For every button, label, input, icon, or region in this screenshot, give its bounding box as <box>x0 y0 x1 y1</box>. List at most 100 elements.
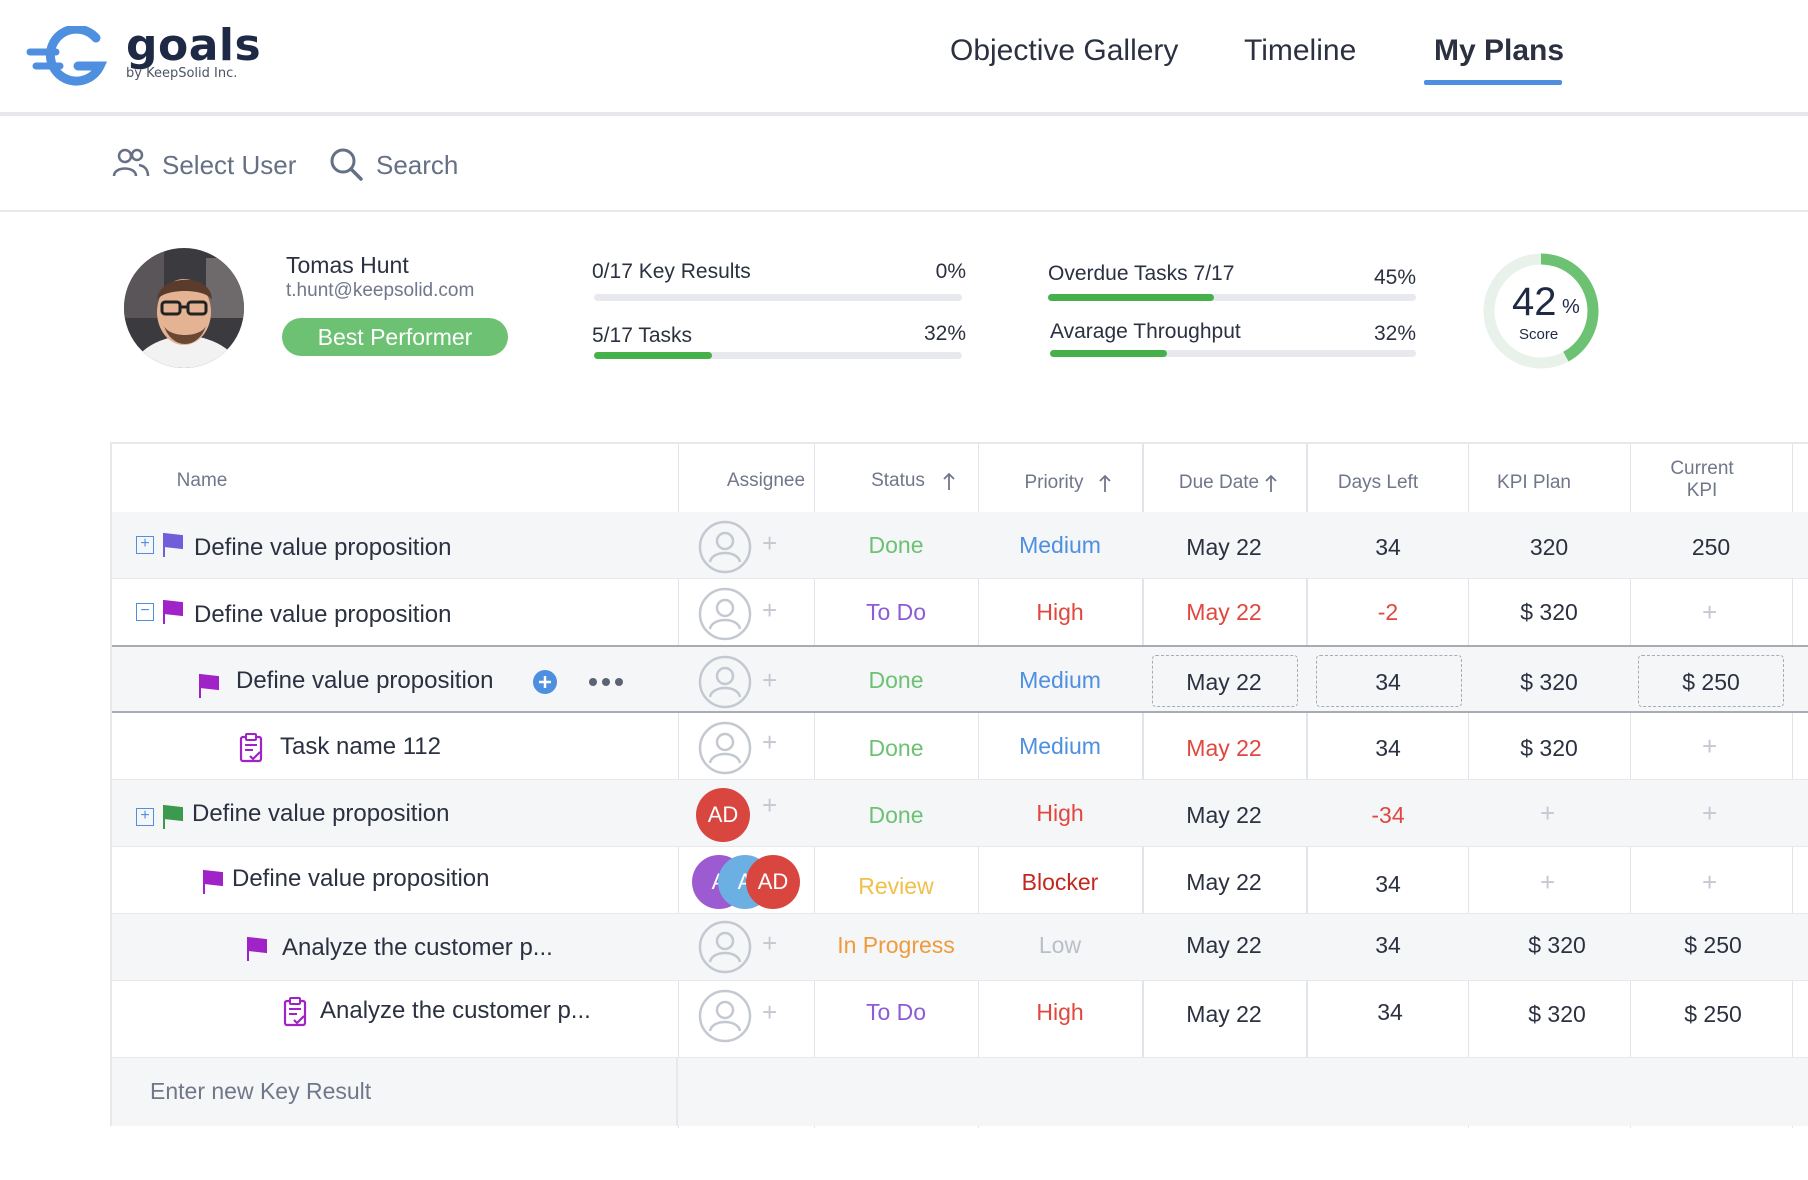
column-header-status[interactable]: Status <box>871 470 925 491</box>
expand-icon[interactable]: + <box>136 536 154 554</box>
row-name[interactable]: Define value proposition <box>232 865 490 892</box>
row-name[interactable]: Define value proposition <box>192 800 450 827</box>
current-kpi[interactable]: $ 250 <box>1684 1001 1742 1027</box>
add-assignee-icon[interactable]: + <box>762 595 778 625</box>
row-name[interactable]: Define value proposition <box>236 667 494 694</box>
new-key-result-input[interactable]: Enter new Key Result <box>150 1078 372 1104</box>
add-assignee-icon[interactable]: + <box>762 528 778 558</box>
tab-my-plans[interactable]: My Plans <box>1434 34 1565 67</box>
column-header-name[interactable]: Name <box>176 470 228 491</box>
row-name[interactable]: Define value proposition <box>194 534 452 561</box>
add-kpi-plan-icon[interactable]: + <box>1540 798 1556 828</box>
kpi-plan[interactable]: 320 <box>1529 534 1569 560</box>
sort-up-icon[interactable] <box>942 472 956 492</box>
new-key-result-row[interactable]: Enter new Key Result <box>112 1058 678 1126</box>
column-header-days-left[interactable]: Days Left <box>1337 472 1419 493</box>
empty-avatar-icon[interactable] <box>698 920 752 974</box>
add-assignee-icon[interactable]: + <box>762 790 778 820</box>
add-kpi-icon[interactable]: + <box>1702 597 1718 627</box>
kpi-plan[interactable]: $ 320 <box>1520 735 1578 761</box>
priority-label[interactable]: Blocker <box>1021 869 1099 895</box>
current-kpi[interactable]: 250 <box>1691 534 1731 560</box>
expand-icon[interactable]: + <box>136 808 154 826</box>
due-date[interactable]: May 22 <box>1186 599 1262 625</box>
row-name[interactable]: Analyze the customer p... <box>320 997 591 1024</box>
tab-objective-gallery[interactable]: Objective Gallery <box>950 34 1179 67</box>
add-assignee-icon[interactable]: + <box>762 665 778 695</box>
add-kpi-icon[interactable]: + <box>1702 867 1718 897</box>
current-kpi-edit-box[interactable] <box>1638 655 1784 707</box>
priority-label[interactable]: High <box>1036 599 1084 625</box>
table-row[interactable]: Define value proposition A A AD Review B… <box>112 847 1808 914</box>
kpi-plan[interactable]: $ 320 <box>1528 1001 1586 1027</box>
column-header-due-date[interactable]: Due Date <box>1178 472 1260 493</box>
empty-avatar-icon[interactable] <box>698 587 752 641</box>
table-row[interactable]: + Define value proposition AD + Done Hig… <box>112 780 1808 847</box>
assignee-avatar[interactable]: AD <box>696 788 750 842</box>
column-header-assignee[interactable]: Assignee <box>726 470 806 491</box>
empty-avatar-icon[interactable] <box>698 655 752 709</box>
add-kpi-icon[interactable]: + <box>1702 731 1718 761</box>
kpi-plan[interactable]: $ 320 <box>1520 599 1578 625</box>
more-options-icon[interactable] <box>588 677 624 687</box>
table-row[interactable]: + Define value proposition + Done Medium… <box>112 512 1808 579</box>
add-subitem-icon[interactable] <box>532 669 558 695</box>
add-kpi-plan-icon[interactable]: + <box>1540 867 1556 897</box>
table-row[interactable]: Analyze the customer p... + In Progress … <box>112 914 1808 981</box>
search-button[interactable]: Search <box>376 150 459 180</box>
kpi-plan[interactable]: $ 320 <box>1528 932 1586 958</box>
add-kpi-icon[interactable]: + <box>1702 798 1718 828</box>
row-name[interactable]: Analyze the customer p... <box>282 934 553 961</box>
empty-avatar-icon[interactable] <box>698 989 752 1043</box>
user-photo <box>124 248 244 368</box>
key-results-progress <box>594 294 962 301</box>
row-name[interactable]: Task name 112 <box>280 733 441 760</box>
status-label[interactable]: To Do <box>865 599 927 625</box>
status-label[interactable]: Done <box>868 735 924 761</box>
empty-avatar-icon[interactable] <box>698 520 752 574</box>
due-date[interactable]: May 22 <box>1186 1001 1262 1027</box>
status-label[interactable]: Done <box>868 802 924 828</box>
current-kpi[interactable]: $ 250 <box>1682 669 1740 695</box>
add-assignee-icon[interactable]: + <box>762 727 778 757</box>
table-row[interactable]: Analyze the customer p... + To Do High M… <box>112 981 1808 1058</box>
empty-avatar-icon[interactable] <box>698 721 752 775</box>
priority-label[interactable]: Medium <box>1019 733 1101 759</box>
priority-label[interactable]: Medium <box>1019 667 1101 693</box>
column-header-priority[interactable]: Priority <box>1024 472 1084 493</box>
due-date[interactable]: May 22 <box>1186 534 1262 560</box>
kpi-plan[interactable]: $ 320 <box>1520 669 1578 695</box>
add-assignee-icon[interactable]: + <box>762 997 778 1027</box>
due-date[interactable]: May 22 <box>1186 802 1262 828</box>
priority-label[interactable]: High <box>1036 999 1084 1025</box>
current-kpi[interactable]: $ 250 <box>1684 932 1742 958</box>
status-label[interactable]: Done <box>868 532 924 558</box>
days-left-edit-box[interactable] <box>1316 655 1462 707</box>
due-date[interactable]: May 22 <box>1186 869 1262 895</box>
status-label[interactable]: Review <box>858 873 934 899</box>
table-row[interactable]: Task name 112 + Done Medium May 22 34 $ … <box>112 713 1808 780</box>
add-assignee-icon[interactable]: + <box>762 928 778 958</box>
table-row-selected[interactable]: Define value proposition + Done Medium M… <box>112 645 1808 713</box>
column-header-kpi-plan[interactable]: KPI Plan <box>1497 472 1571 493</box>
column-header-current-kpi[interactable]: Current KPI <box>1642 458 1762 502</box>
table-row[interactable]: − Define value proposition + To Do High … <box>112 579 1808 646</box>
priority-label[interactable]: Medium <box>1019 532 1101 558</box>
due-date[interactable]: May 22 <box>1186 669 1262 695</box>
due-date[interactable]: May 22 <box>1186 932 1262 958</box>
status-label[interactable]: Done <box>868 667 924 693</box>
collapse-icon[interactable]: − <box>136 603 154 621</box>
status-label[interactable]: In Progress <box>837 932 955 958</box>
assignee-avatar[interactable]: AD <box>746 855 800 909</box>
status-label[interactable]: To Do <box>865 999 927 1025</box>
priority-label[interactable]: High <box>1036 800 1084 826</box>
goals-logo[interactable]: goals by KeepSolid Inc. <box>26 18 266 88</box>
select-user-button[interactable]: Select User <box>162 150 297 180</box>
row-name[interactable]: Define value proposition <box>194 601 452 628</box>
sort-up-icon[interactable] <box>1098 474 1112 494</box>
due-date-edit-box[interactable] <box>1152 655 1298 707</box>
due-date[interactable]: May 22 <box>1186 735 1262 761</box>
sort-up-icon[interactable] <box>1264 474 1278 494</box>
tab-timeline[interactable]: Timeline <box>1244 34 1357 67</box>
priority-label[interactable]: Low <box>1038 932 1082 958</box>
